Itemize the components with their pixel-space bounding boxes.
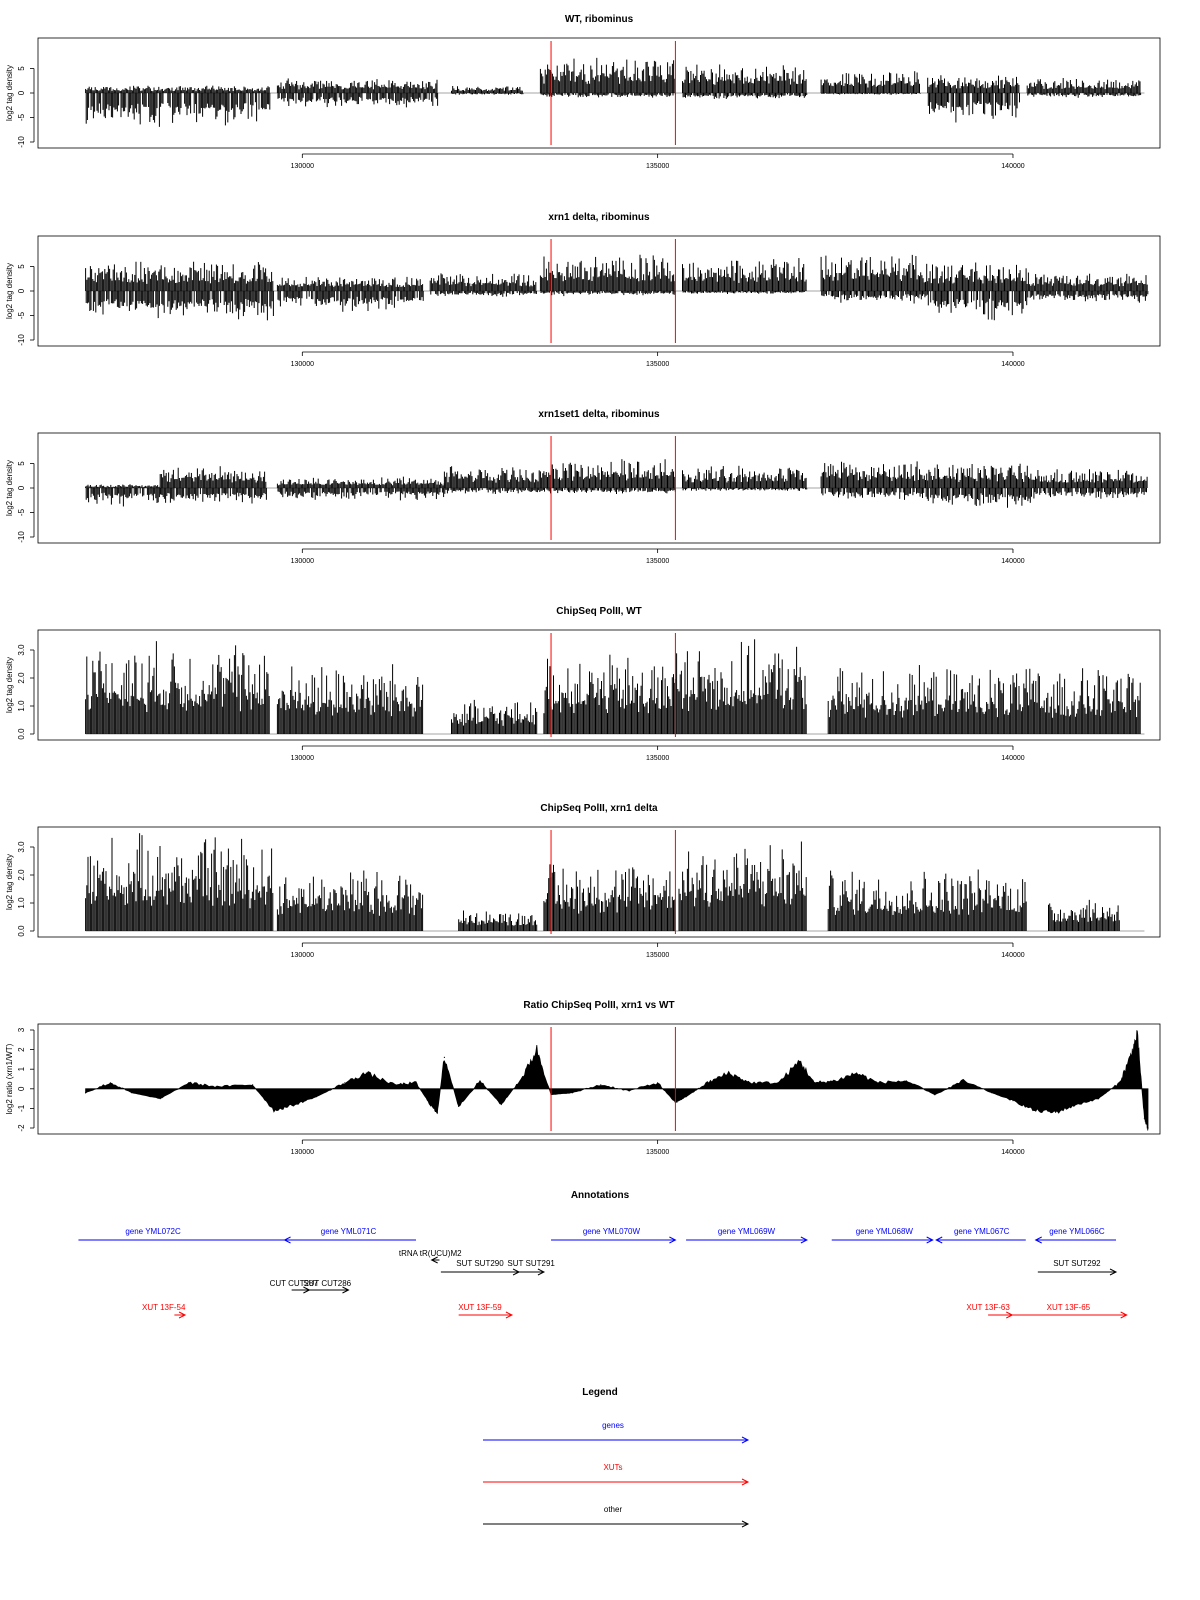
y-axis-label: log2 tag density [5,263,14,319]
x-tick-label: 130000 [291,361,314,368]
y-tick-label: 5 [17,66,26,71]
y-tick-label: -5 [17,311,26,319]
y-tick-label: 0 [17,90,26,95]
y-tick-label: -5 [17,508,26,516]
plot-frame [37,37,1161,149]
x-tick-label: 130000 [291,558,314,565]
x-tick-label: 135000 [646,558,669,565]
y-tick-label: 0.0 [17,728,26,740]
y-tick-label: 5 [17,461,26,466]
x-tick-label: 130000 [291,755,314,762]
chart-title: ChipSeq PolII, WT [556,606,642,617]
y-tick-label: 1.0 [17,700,26,712]
y-tick-label: -10 [17,334,26,346]
y-tick-label: -10 [17,136,26,148]
chart-title: WT, ribominus [565,14,634,25]
y-tick-label: 0 [17,485,26,490]
y-tick-label: 5 [17,264,26,269]
plot-frame [37,432,1161,544]
y-tick-label: -5 [17,113,26,121]
density-bars [85,254,1149,321]
y-tick-label: 0 [17,288,26,293]
y-tick-label: 2.0 [17,672,26,684]
chart-title: xrn1set1 delta, ribominus [538,409,660,420]
x-tick-label: 135000 [646,361,669,368]
x-tick-label: 140000 [1001,558,1024,565]
density-bars [85,639,1141,734]
density-bars [85,459,1148,508]
plot-frame [37,629,1161,741]
y-tick-label: 3.0 [17,644,26,656]
chart-title: xrn1 delta, ribominus [548,212,650,223]
y-axis-label: log2 tag density [5,65,14,121]
x-tick-label: 130000 [291,163,314,170]
x-tick-label: 140000 [1001,163,1024,170]
x-tick-label: 135000 [646,755,669,762]
y-axis-label: log2 tag density [5,460,14,516]
plot-frame [37,235,1161,347]
y-tick-label: -10 [17,531,26,543]
density-bars [85,57,1142,127]
x-tick-label: 140000 [1001,755,1024,762]
x-tick-label: 135000 [646,163,669,170]
x-tick-label: 140000 [1001,361,1024,368]
y-axis-label: log2 tag density [5,657,14,713]
